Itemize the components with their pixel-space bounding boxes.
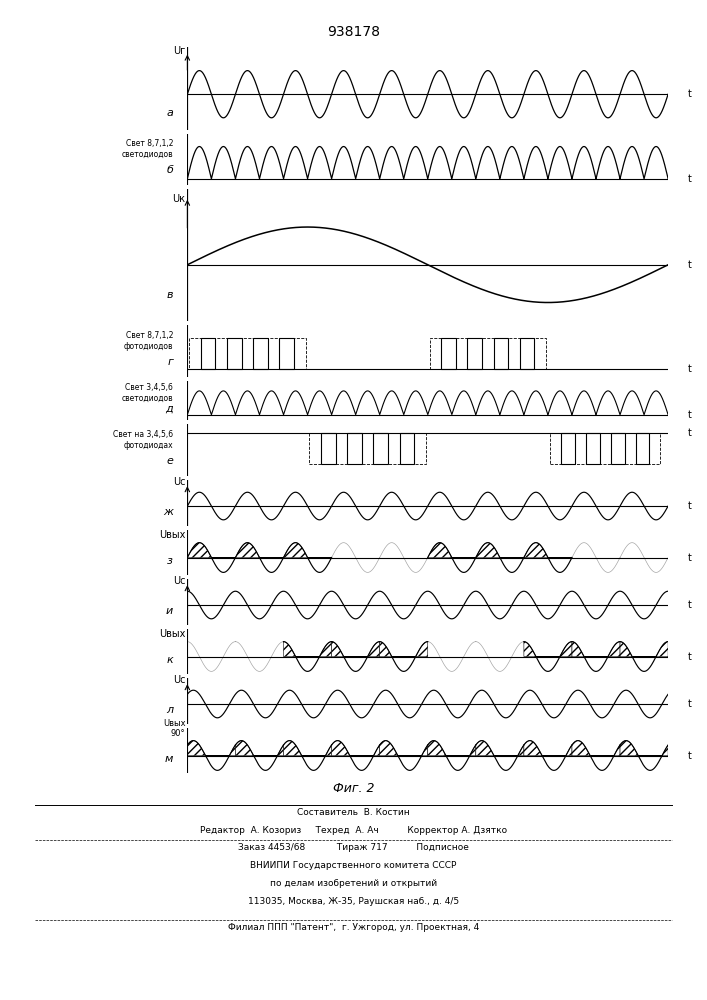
Text: t: t [687,174,691,184]
Text: t: t [687,501,691,511]
Text: ВНИИПИ Государственного комитета СССР: ВНИИПИ Государственного комитета СССР [250,861,457,870]
Text: л: л [166,705,173,715]
Text: г: г [168,357,173,367]
Bar [636,433,650,464]
Text: Фиг. 2: Фиг. 2 [333,782,374,795]
Text: t: t [687,699,691,709]
Bar [467,338,482,369]
Bar [399,433,414,464]
Text: Uк: Uк [173,194,185,204]
Text: и: и [166,606,173,616]
Text: м: м [165,754,173,764]
Bar [310,433,426,464]
Text: t: t [687,260,691,270]
Text: з: з [168,556,173,566]
Bar [550,433,660,464]
Bar [201,338,216,369]
Bar [561,433,575,464]
Text: t: t [687,600,691,610]
Bar [279,338,294,369]
Bar [347,433,362,464]
Bar [493,338,508,369]
Text: Uс: Uс [173,576,185,586]
Bar [189,338,305,369]
Text: Заказ 4453/68           Тираж 717          Подписное: Заказ 4453/68 Тираж 717 Подписное [238,843,469,852]
Text: t: t [687,553,691,563]
Text: Uс: Uс [173,477,185,487]
Text: Составитель  В. Костин: Составитель В. Костин [297,808,410,817]
Text: по делам изобретений и открытий: по делам изобретений и открытий [270,879,437,888]
Text: Uвых: Uвых [159,629,185,639]
Bar [586,433,600,464]
Text: Филиал ППП "Патент",  г. Ужгород, ул. Проектная, 4: Филиал ППП "Патент", г. Ужгород, ул. Про… [228,923,479,932]
Text: Свет 8,7,1,2
фотодиодов: Свет 8,7,1,2 фотодиодов [124,331,173,351]
Text: Uс: Uс [173,675,185,685]
Text: t: t [687,428,691,438]
Text: Uг: Uг [173,46,185,56]
Text: Редактор  А. Козориз     Техред  А. Ач          Корректор А. Дзятко: Редактор А. Козориз Техред А. Ач Коррект… [200,826,507,835]
Bar [321,433,336,464]
Text: Свет 8,7,1,2
светодиодов: Свет 8,7,1,2 светодиодов [122,139,173,159]
Text: Свет на 3,4,5,6
фотодиодах: Свет на 3,4,5,6 фотодиодах [113,430,173,450]
Bar [441,338,456,369]
Text: t: t [687,652,691,662]
Text: б: б [166,165,173,175]
Bar [373,433,388,464]
Text: Свет 3,4,5,6
светодиодов: Свет 3,4,5,6 светодиодов [122,383,173,403]
Text: е: е [166,456,173,466]
Bar [227,338,242,369]
Bar [611,433,624,464]
Text: 113035, Москва, Ж-35, Раушская наб., д. 4/5: 113035, Москва, Ж-35, Раушская наб., д. … [248,897,459,906]
Bar [430,338,546,369]
Text: Uвых
90°: Uвых 90° [163,719,185,738]
Bar [520,338,534,369]
Text: t: t [687,751,691,761]
Text: Uвых: Uвых [159,530,185,540]
Text: в: в [167,290,173,300]
Text: д: д [165,404,173,414]
Text: t: t [687,410,691,420]
Text: t: t [687,89,691,99]
Text: t: t [687,364,691,374]
Text: ж: ж [163,507,173,517]
Text: а: а [166,108,173,118]
Text: к: к [166,655,173,665]
Text: 938178: 938178 [327,25,380,39]
Bar [253,338,268,369]
